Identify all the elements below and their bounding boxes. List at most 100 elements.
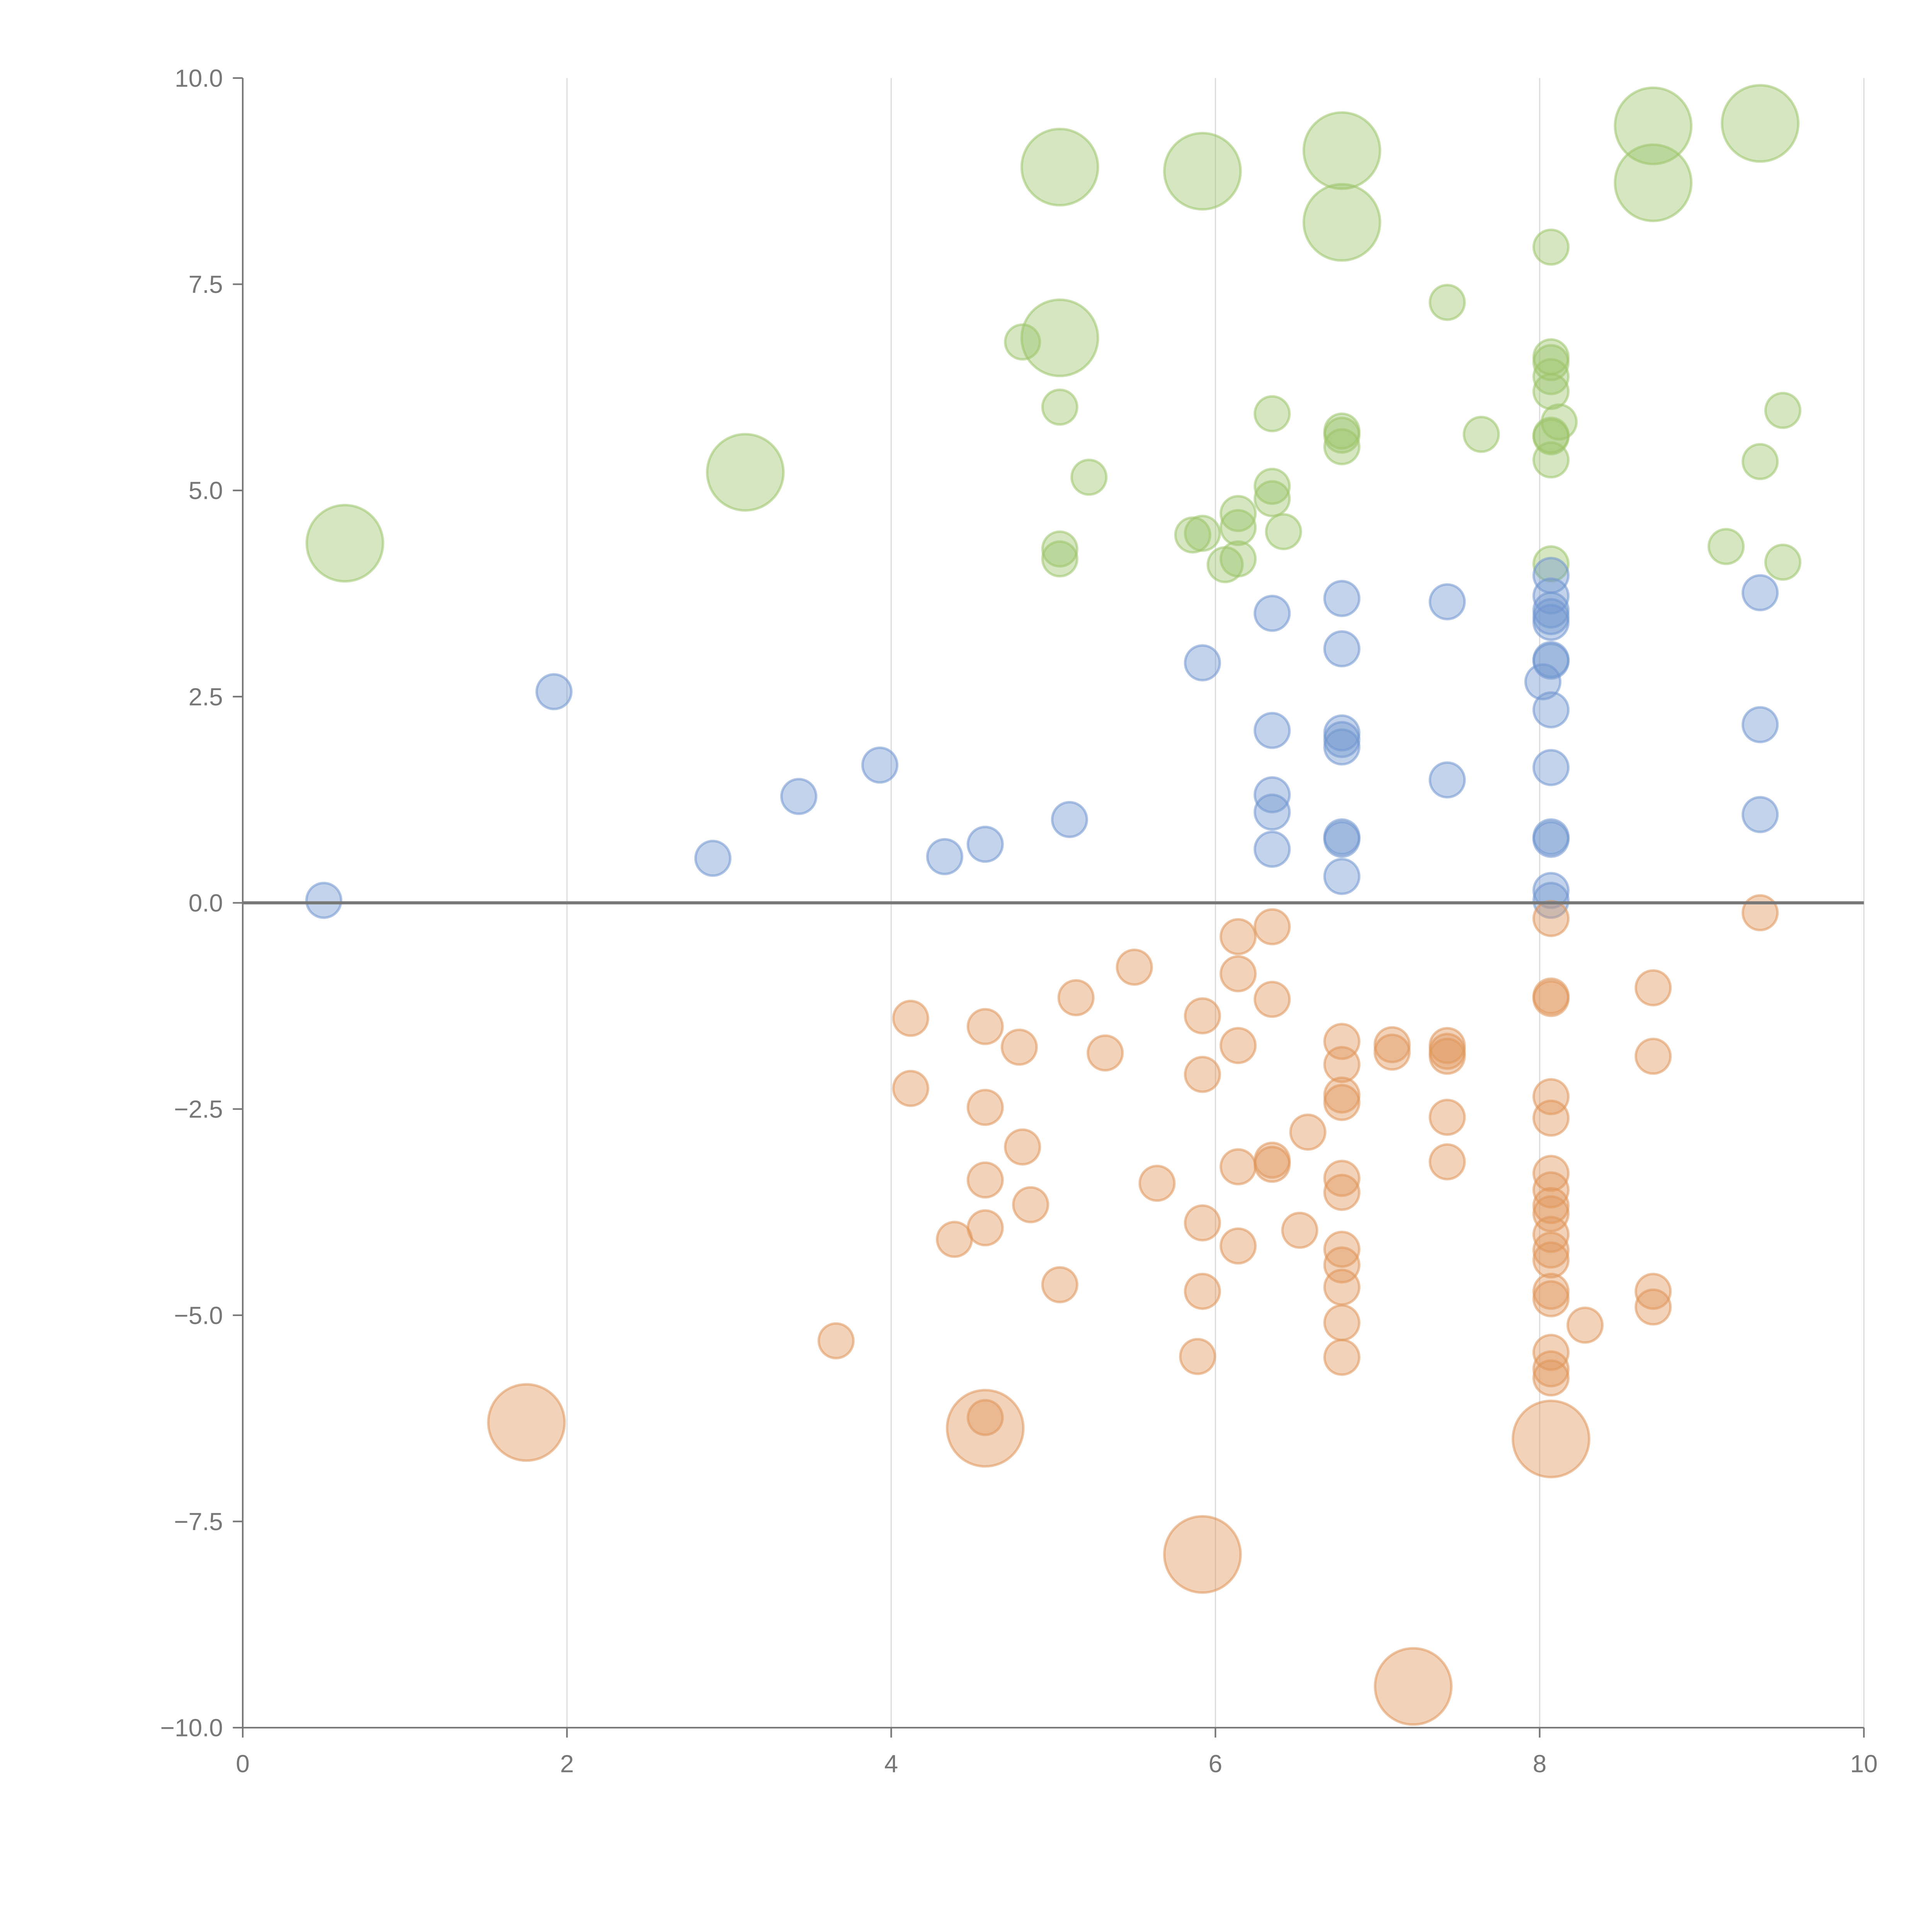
orange-point [1532,1195,1570,1233]
y-tick-label: 7.5 [189,270,223,298]
green-point [1206,546,1244,583]
blue-point [1253,793,1291,831]
green-point [706,433,785,512]
orange-point [1532,900,1570,937]
blue-point [1323,821,1361,858]
green-point [1020,298,1099,378]
orange-point [1116,948,1153,986]
orange-point [817,1322,855,1360]
green-point [1041,530,1078,568]
orange-point [1253,908,1291,946]
blue-point [1323,580,1361,617]
orange-point [1323,1160,1361,1197]
blue-point [1253,830,1291,868]
orange-point [1374,1647,1453,1726]
orange-point [1532,1350,1570,1388]
orange-point [1004,1128,1041,1166]
blue-point [1532,872,1570,909]
x-tick-label: 0 [236,1750,250,1778]
blue-point [966,825,1004,863]
orange-point [1219,1227,1257,1265]
blue-point [1532,691,1570,729]
orange-point [966,1399,1004,1436]
y-tick-label: 0.0 [189,889,223,917]
blue-point [1323,728,1361,766]
y-tick-label: −5.0 [174,1301,223,1329]
blue-point [926,838,963,876]
orange-point [1323,1084,1361,1121]
green-point [1184,515,1221,552]
x-tick-label: 6 [1209,1750,1223,1778]
orange-point [1219,1027,1257,1064]
orange-point [1532,1280,1570,1318]
green-point [1463,416,1500,453]
orange-point [1532,1187,1570,1225]
blue-point [1051,801,1088,838]
orange-point [1323,1230,1361,1268]
blue-point [1429,761,1466,799]
green-point [1323,417,1361,454]
y-tick-label: 5.0 [189,477,223,505]
orange-point [1532,1078,1570,1116]
orange-point [1634,1272,1672,1310]
blue-point [535,673,573,711]
green-point [1429,284,1466,321]
orange-point [966,1008,1004,1045]
green-point [1532,358,1570,395]
green-point [1764,543,1802,581]
green-point [1041,540,1078,578]
orange-point [1634,969,1672,1007]
blue-point [780,778,818,815]
orange-point [935,1221,973,1258]
blue-point [1742,574,1779,612]
y-tick-label: −2.5 [174,1095,223,1123]
orange-point [966,1088,1004,1126]
orange-point [1634,1288,1672,1326]
blue-point [1532,604,1570,641]
orange-point [1041,1266,1078,1303]
blue-point [1253,712,1291,749]
green-point [1004,323,1041,361]
green-point [1708,528,1745,565]
blue-point [1184,644,1221,682]
green-point [305,503,384,583]
green-point [1532,372,1570,410]
x-tick-label: 4 [884,1750,898,1778]
orange-point [1184,997,1221,1035]
blue-point [1524,663,1562,701]
x-tick-label: 10 [1850,1750,1878,1778]
orange-point [487,1383,566,1462]
orange-point [1253,1146,1291,1183]
blue-point [1742,796,1779,833]
orange-point [1634,1037,1672,1075]
y-tick-label: 2.5 [189,683,223,711]
green-point [1253,468,1291,505]
orange-point [1163,1515,1242,1594]
orange-point [1566,1306,1604,1344]
orange-point [1323,1269,1361,1306]
green-point [1614,86,1693,165]
y-tick-label: −10.0 [160,1714,223,1742]
green-point [1020,128,1099,207]
green-point [1614,143,1693,222]
x-tick-label: 8 [1533,1750,1547,1778]
green-point [1742,443,1779,480]
orange-point [1219,918,1257,956]
orange-point [1323,1246,1361,1284]
orange-point [1184,1272,1221,1310]
orange-point [1057,979,1095,1017]
orange-point [1012,1186,1049,1223]
green-point [1219,495,1257,532]
green-point [1532,545,1570,583]
blue-point [861,746,899,784]
y-tick-label: 10.0 [175,64,223,92]
orange-point [1289,1113,1327,1151]
orange-point [1429,1037,1466,1075]
orange-point [1373,1033,1411,1071]
orange-point [1532,1359,1570,1397]
orange-point [1087,1034,1124,1072]
blue-point [1253,595,1291,632]
orange-point [892,1000,929,1037]
x-tick-label: 2 [560,1750,574,1778]
